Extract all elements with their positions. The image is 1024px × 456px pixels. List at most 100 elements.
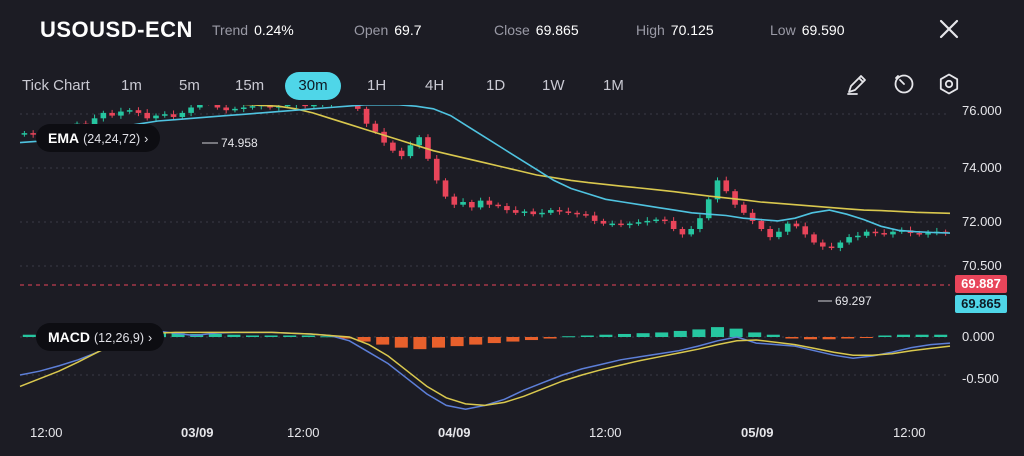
candle-body bbox=[635, 222, 642, 224]
candle-body bbox=[793, 223, 800, 227]
candle-body bbox=[758, 220, 765, 229]
price-tick-label: 74.000 bbox=[962, 160, 1002, 175]
tab-1h[interactable]: 1H bbox=[367, 77, 387, 94]
candle-body bbox=[144, 112, 151, 119]
histogram-bar bbox=[599, 334, 613, 337]
candle-body bbox=[512, 210, 519, 213]
histogram-bar bbox=[710, 327, 725, 337]
time-tick-label: 12:00 bbox=[30, 425, 63, 440]
candle-body bbox=[302, 105, 308, 107]
macd-histogram bbox=[22, 327, 948, 350]
candle-body bbox=[890, 231, 896, 235]
candle-body bbox=[697, 218, 703, 229]
time-tick-label: 12:00 bbox=[589, 425, 622, 440]
settings-icon[interactable] bbox=[937, 72, 961, 96]
candle-body bbox=[591, 215, 598, 221]
candle-body bbox=[416, 137, 423, 146]
candle-body bbox=[153, 115, 159, 119]
histogram-bar bbox=[208, 333, 222, 337]
candle-body bbox=[135, 110, 142, 113]
candle-body bbox=[626, 223, 633, 226]
candle-body bbox=[390, 142, 396, 151]
histogram-bar bbox=[450, 337, 464, 347]
histogram-bar bbox=[394, 337, 408, 348]
candle-body bbox=[714, 180, 721, 200]
macd-legend-pill[interactable]: MACD (12,26,9) › bbox=[36, 323, 165, 351]
tab-1d[interactable]: 1D bbox=[486, 77, 506, 94]
tab-1m-month[interactable]: 1M bbox=[603, 77, 624, 94]
candle-body bbox=[863, 231, 870, 236]
candle-body bbox=[653, 219, 659, 222]
candle-body bbox=[91, 118, 98, 126]
ema-legend-pill[interactable]: EMA (24,24,72) › bbox=[36, 124, 161, 152]
histogram-bar bbox=[264, 335, 278, 337]
candle-body bbox=[477, 200, 484, 208]
tab-15m[interactable]: 15m bbox=[235, 77, 265, 94]
candle-body bbox=[495, 204, 501, 207]
candle-body bbox=[469, 202, 475, 208]
histogram-bar bbox=[580, 335, 594, 337]
histogram-bar bbox=[673, 330, 687, 337]
high-annotation: 74.958 bbox=[202, 136, 258, 150]
tab-1w[interactable]: 1W bbox=[542, 77, 565, 94]
price-chart[interactable]: 76.000 74.000 72.000 70.500 0.000 -0.500 12:0… bbox=[0, 105, 1024, 456]
candle-body bbox=[705, 199, 712, 219]
candle-body bbox=[311, 105, 317, 107]
candle-body bbox=[644, 220, 651, 223]
tab-5m[interactable]: 5m bbox=[179, 77, 200, 94]
stat-low: Low 69.590 bbox=[770, 22, 845, 38]
tab-30m[interactable]: 30m bbox=[285, 72, 341, 100]
tab-1m[interactable]: 1m bbox=[121, 77, 142, 94]
candle-body bbox=[811, 234, 817, 243]
candle-body bbox=[749, 212, 756, 221]
histogram-bar bbox=[748, 332, 762, 337]
candle-body bbox=[197, 105, 203, 108]
histogram-bar bbox=[357, 337, 371, 342]
candle-body bbox=[109, 112, 115, 116]
candle-body bbox=[670, 220, 677, 229]
histogram-bar bbox=[692, 329, 706, 337]
candle-body bbox=[916, 233, 923, 235]
histogram-bar bbox=[524, 337, 539, 341]
candle-body bbox=[407, 145, 414, 157]
close-price-tag: 69.865 bbox=[955, 295, 1007, 313]
histogram-bar bbox=[617, 333, 632, 337]
price-tick-label: 0.000 bbox=[962, 329, 995, 344]
candle-body bbox=[354, 105, 361, 109]
candle-body bbox=[118, 111, 124, 116]
timer-icon[interactable] bbox=[892, 72, 916, 96]
candle-body bbox=[240, 107, 247, 109]
signal-line bbox=[19, 331, 951, 407]
time-tick-label: 12:00 bbox=[287, 425, 320, 440]
chart-header: USOUSD-ECN Trend 0.24% Open 69.7 Close 69.8… bbox=[0, 0, 1024, 60]
tab-4h[interactable]: 4H bbox=[425, 77, 445, 94]
candle-body bbox=[126, 110, 133, 112]
histogram-bar bbox=[245, 335, 260, 337]
candle-body bbox=[284, 105, 291, 107]
candle-body bbox=[556, 210, 563, 212]
candle-body bbox=[433, 158, 440, 181]
histogram-bar bbox=[785, 337, 799, 339]
candle-body bbox=[100, 112, 107, 119]
candle-body bbox=[925, 233, 931, 235]
time-tick-label: 12:00 bbox=[893, 425, 926, 440]
pencil-icon[interactable] bbox=[845, 72, 869, 96]
candlesticks bbox=[21, 105, 949, 252]
candle-body bbox=[846, 237, 852, 243]
candle-body bbox=[767, 229, 773, 238]
close-icon[interactable] bbox=[936, 16, 962, 42]
candle-body bbox=[662, 219, 668, 222]
histogram-bar bbox=[171, 333, 185, 337]
histogram-bar bbox=[320, 336, 334, 338]
candle-body bbox=[565, 211, 572, 213]
time-tick-label: 05/09 bbox=[741, 425, 774, 440]
time-tick-label: 03/09 bbox=[181, 425, 214, 440]
histogram-bar bbox=[506, 337, 520, 342]
histogram-bar bbox=[934, 334, 948, 337]
candle-body bbox=[188, 107, 194, 113]
stat-high: High 70.125 bbox=[636, 22, 714, 38]
candle-body bbox=[521, 211, 528, 213]
tab-tick-chart[interactable]: Tick Chart bbox=[22, 77, 90, 94]
candle-body bbox=[425, 137, 431, 159]
candle-body bbox=[539, 212, 545, 215]
